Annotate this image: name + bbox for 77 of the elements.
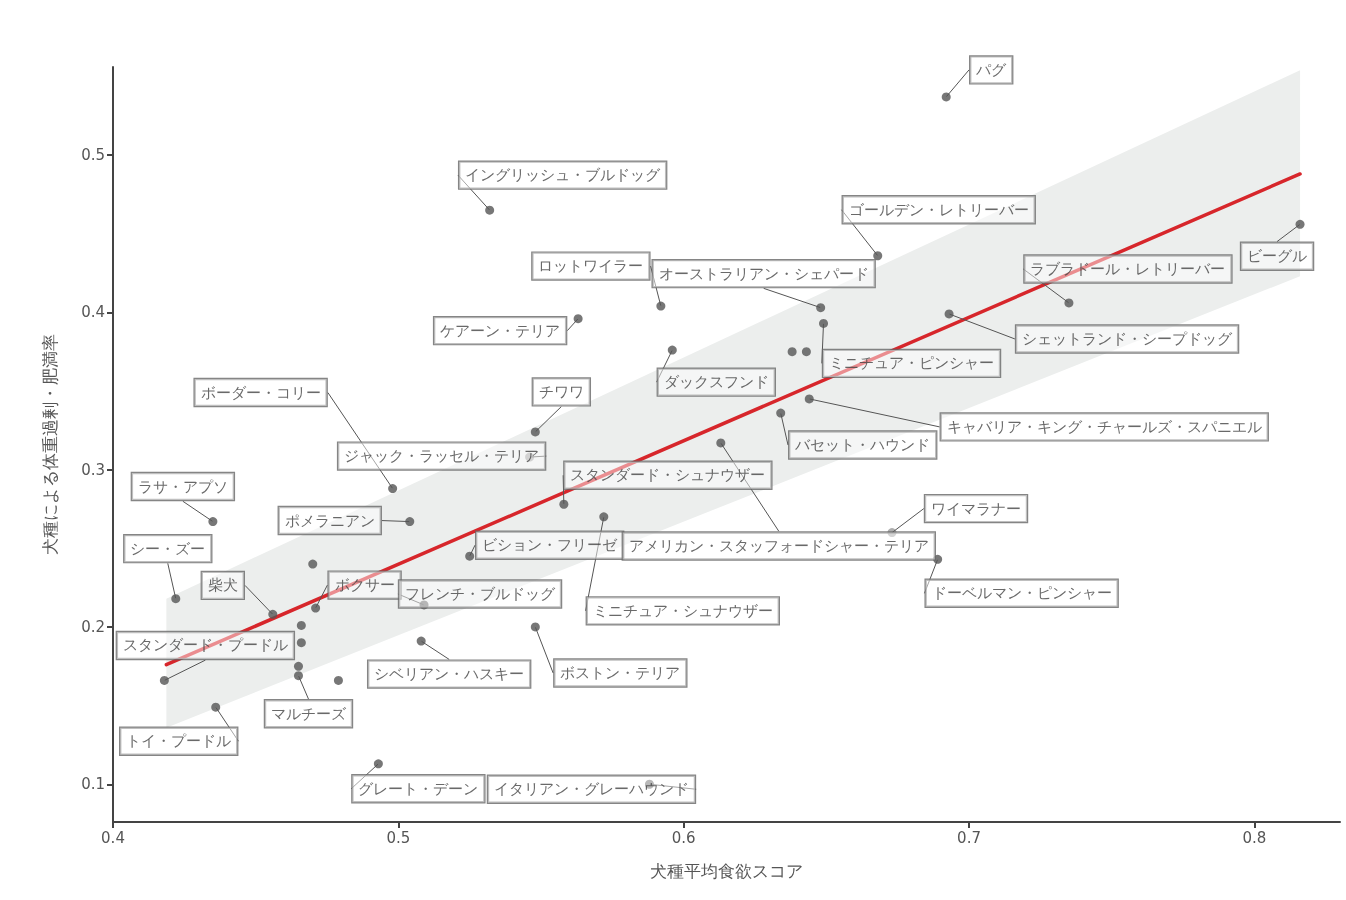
annotation: シェットランド・シープドッグ [1022, 329, 1234, 348]
x-axis-title: 犬種平均食欲スコア [650, 860, 803, 881]
annotation: アメリカン・スタッフォードシャー・テリア [628, 536, 929, 555]
annotation: マルチーズ [270, 704, 347, 723]
point [308, 559, 318, 569]
point [873, 251, 883, 261]
point [416, 636, 426, 646]
annotation: ケアーン・テリア [440, 321, 561, 340]
point [465, 551, 475, 561]
point [559, 499, 569, 509]
annotation: ワイマラナー [931, 499, 1021, 518]
annotation: スタンダード・プードル [122, 636, 288, 655]
point [933, 554, 943, 564]
point [296, 638, 306, 648]
point [944, 309, 954, 319]
annotation: 柴犬 [207, 576, 238, 595]
annotation: フレンチ・ブルドッグ [405, 584, 557, 603]
point [787, 347, 797, 357]
point [293, 671, 303, 681]
point [485, 205, 495, 215]
x-tick-label: 0.7 [957, 828, 981, 847]
annotation: ボストン・テリア [560, 663, 681, 682]
point [419, 600, 429, 610]
x-tick-label: 0.5 [386, 828, 411, 847]
annotation: イングリッシュ・ブルドッグ [465, 166, 662, 185]
annotation: オーストラリアン・シェパード [658, 264, 869, 283]
annotation: シベリアン・ハスキー [374, 665, 525, 684]
y-tick-label: 0.3 [81, 460, 105, 479]
point [333, 675, 343, 685]
point [804, 394, 814, 404]
point [801, 347, 811, 357]
annotation: パグ [975, 60, 1008, 79]
annotation: ダックスフンド [663, 373, 769, 392]
point [667, 345, 677, 355]
y-tick-label: 0.2 [81, 617, 105, 636]
point [388, 484, 398, 494]
point [1064, 298, 1074, 308]
annotation: ポメラニアン [284, 511, 375, 530]
annotation: グレート・デーン [358, 779, 479, 798]
point [573, 314, 583, 324]
point [656, 301, 666, 311]
point [211, 702, 221, 712]
x-tick-label: 0.8 [1242, 828, 1267, 847]
annotation: バセット・ハウンド [794, 436, 931, 455]
point [373, 759, 383, 769]
point [941, 92, 951, 102]
annotation: ビション・フリーゼ [482, 536, 619, 555]
point [268, 609, 278, 619]
annotation: チワワ [538, 382, 584, 401]
point [776, 408, 786, 418]
point [208, 517, 218, 527]
annotation: イタリアン・グレーハウンド [493, 780, 689, 799]
point [405, 517, 415, 527]
point [816, 303, 826, 313]
point [599, 512, 609, 522]
annotation: ラサ・アプソ [137, 477, 228, 496]
annotation: ボーダー・コリー [200, 383, 321, 402]
annotation: ビーグル [1247, 247, 1308, 266]
y-tick-label: 0.1 [81, 775, 105, 794]
point [819, 318, 829, 328]
y-tick-label: 0.5 [81, 146, 105, 165]
point [293, 661, 303, 671]
annotation: ロットワイラー [538, 257, 644, 276]
point [159, 675, 169, 685]
y-axis-title: 犬種による体重過剰・肥満率 [39, 334, 60, 555]
annotation: ミニチュア・シュナウザー [592, 601, 773, 620]
annotation: トイ・プードル [126, 732, 232, 751]
point [171, 594, 181, 604]
annotation: キャバリア・キング・チャールズ・スパニエル [946, 417, 1262, 436]
x-tick-label: 0.6 [671, 828, 696, 847]
annotation: ジャック・ラッセル・テリア [344, 447, 540, 466]
x-tick-label: 0.4 [101, 828, 125, 847]
annotation: ドーベルマン・ピンシャー [931, 584, 1112, 603]
point [296, 620, 306, 630]
annotation: シー・ズー [130, 539, 206, 558]
y-tick-label: 0.4 [81, 303, 105, 322]
annotation: ゴールデン・レトリーバー [848, 200, 1029, 219]
